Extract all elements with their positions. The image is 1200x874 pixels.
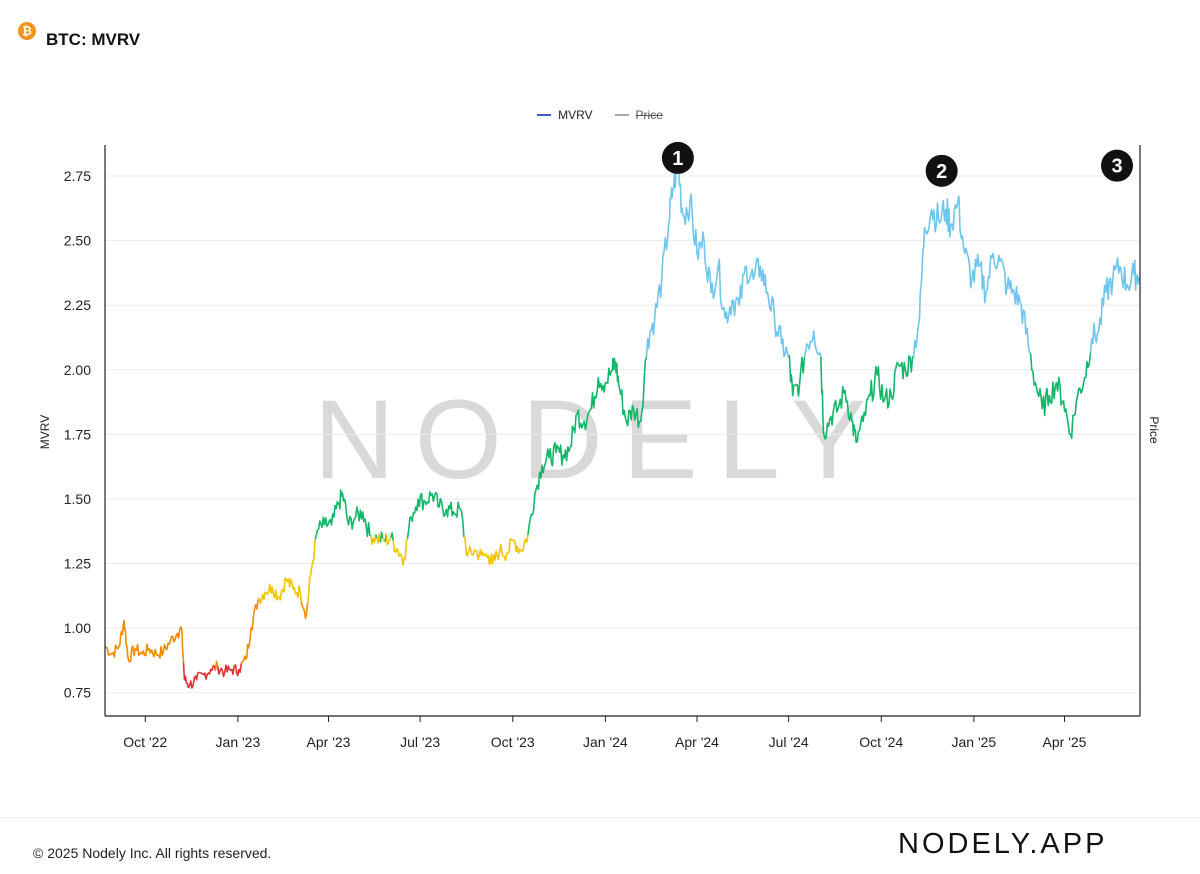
bitcoin-icon: ₿	[18, 22, 36, 40]
x-tick-label: Jul '23	[400, 734, 440, 750]
page-title: BTC: MVRV	[46, 30, 141, 49]
y-axis-title: MVRV	[38, 415, 52, 449]
x-tick-label: Apr '23	[307, 734, 351, 750]
mvrv-line-segment	[314, 489, 372, 540]
mvrv-line-segment	[1089, 257, 1140, 353]
x-tick-label: Oct '23	[491, 734, 535, 750]
y-tick-label: 2.75	[64, 168, 91, 184]
mvrv-line-segment	[104, 619, 185, 663]
mvrv-line-segment	[1029, 352, 1092, 440]
x-tick-label: Apr '24	[675, 734, 719, 750]
legend-label-mvrv: MVRV	[558, 108, 593, 122]
mvrv-line-segment	[463, 534, 529, 566]
y2-axis-title: Price	[1147, 416, 1161, 444]
mvrv-line-segment	[406, 491, 465, 539]
mvrv-line-segment	[803, 330, 822, 358]
mvrv-line-segment	[527, 356, 648, 536]
mvrv-chart: NODELY 0.75 1.00 1.25 1.50 1.75 2.00 2.25 2.50 2…	[38, 141, 1161, 750]
y-tick-label: 1.00	[64, 620, 91, 636]
y-tick-label: 2.50	[64, 233, 91, 249]
mvrv-line-segment	[240, 599, 259, 664]
annotation-marker-circle	[925, 154, 958, 187]
x-tick-label: Oct '22	[123, 734, 167, 750]
x-tick-label: Jan '23	[216, 734, 261, 750]
mvrv-line-segment	[306, 539, 316, 604]
chart-legend: MVRV Price	[0, 108, 1200, 122]
mvrv-line-segment	[217, 664, 235, 678]
watermark-text: NODELY	[314, 377, 886, 502]
mvrv-line-segment	[257, 577, 303, 605]
y-tick-label: 1.25	[64, 556, 91, 572]
mvrv-line-segment	[385, 533, 392, 546]
mvrv-line-segment	[374, 534, 378, 538]
legend-swatch-mvrv	[537, 114, 552, 116]
annotation-marker-label: 1	[672, 148, 683, 170]
footer: © 2025 Nodely Inc. All rights reserved. …	[0, 818, 1200, 874]
mvrv-line-segment	[912, 195, 1032, 359]
mvrv-line-segment	[214, 660, 219, 671]
y-tick-label: 0.75	[64, 685, 91, 701]
annotation-marker-circle	[1101, 149, 1133, 182]
axes: 0.75 1.00 1.25 1.50 1.75 2.00 2.25 2.50 2.75 Oct …	[64, 145, 1141, 750]
mvrv-line-segment	[392, 538, 409, 566]
mvrv-line-segment	[370, 534, 377, 546]
mvrv-line-segment	[820, 355, 910, 443]
legend-swatch-price	[614, 114, 629, 116]
legend-item-price[interactable]: Price	[614, 108, 663, 122]
grid-lines	[105, 175, 1140, 694]
mvrv-line-segment	[788, 354, 806, 397]
x-tick-label: Oct '24	[859, 734, 903, 750]
y-tick-label: 1.75	[64, 426, 91, 442]
annotation-markers: 1 2 3	[661, 141, 1133, 187]
footer-divider	[0, 817, 1200, 818]
x-tick-label: Jan '24	[583, 734, 628, 750]
annotation-marker-circle	[661, 141, 694, 174]
mvrv-line-segment	[645, 160, 791, 358]
y-tick-label: 2.00	[64, 362, 91, 378]
legend-label-price: Price	[635, 108, 663, 122]
y-tick-label: 1.50	[64, 491, 91, 507]
x-tick-label: Jul '24	[769, 734, 809, 750]
mvrv-line-segment	[182, 662, 214, 689]
plot-area	[104, 160, 1140, 689]
mvrv-line-segment	[908, 354, 911, 358]
mvrv-line-segment	[376, 533, 382, 544]
mvrv-line-segment	[234, 663, 243, 677]
copyright-text: © 2025 Nodely Inc. All rights reserved.	[33, 845, 272, 861]
legend-item-mvrv[interactable]: MVRV	[537, 108, 593, 122]
x-tick-label: Jan '25	[952, 734, 997, 750]
brand-logo: NODELY.APP	[898, 828, 1108, 860]
mvrv-line-segment	[300, 601, 309, 620]
annotation-marker-label: 2	[936, 161, 947, 183]
x-tick-label: Apr '25	[1043, 734, 1087, 750]
mvrv-line-segment	[390, 532, 395, 541]
y-tick-label: 2.25	[64, 297, 91, 313]
annotation-marker-label: 3	[1111, 156, 1122, 178]
mvrv-line-segment	[379, 531, 384, 543]
